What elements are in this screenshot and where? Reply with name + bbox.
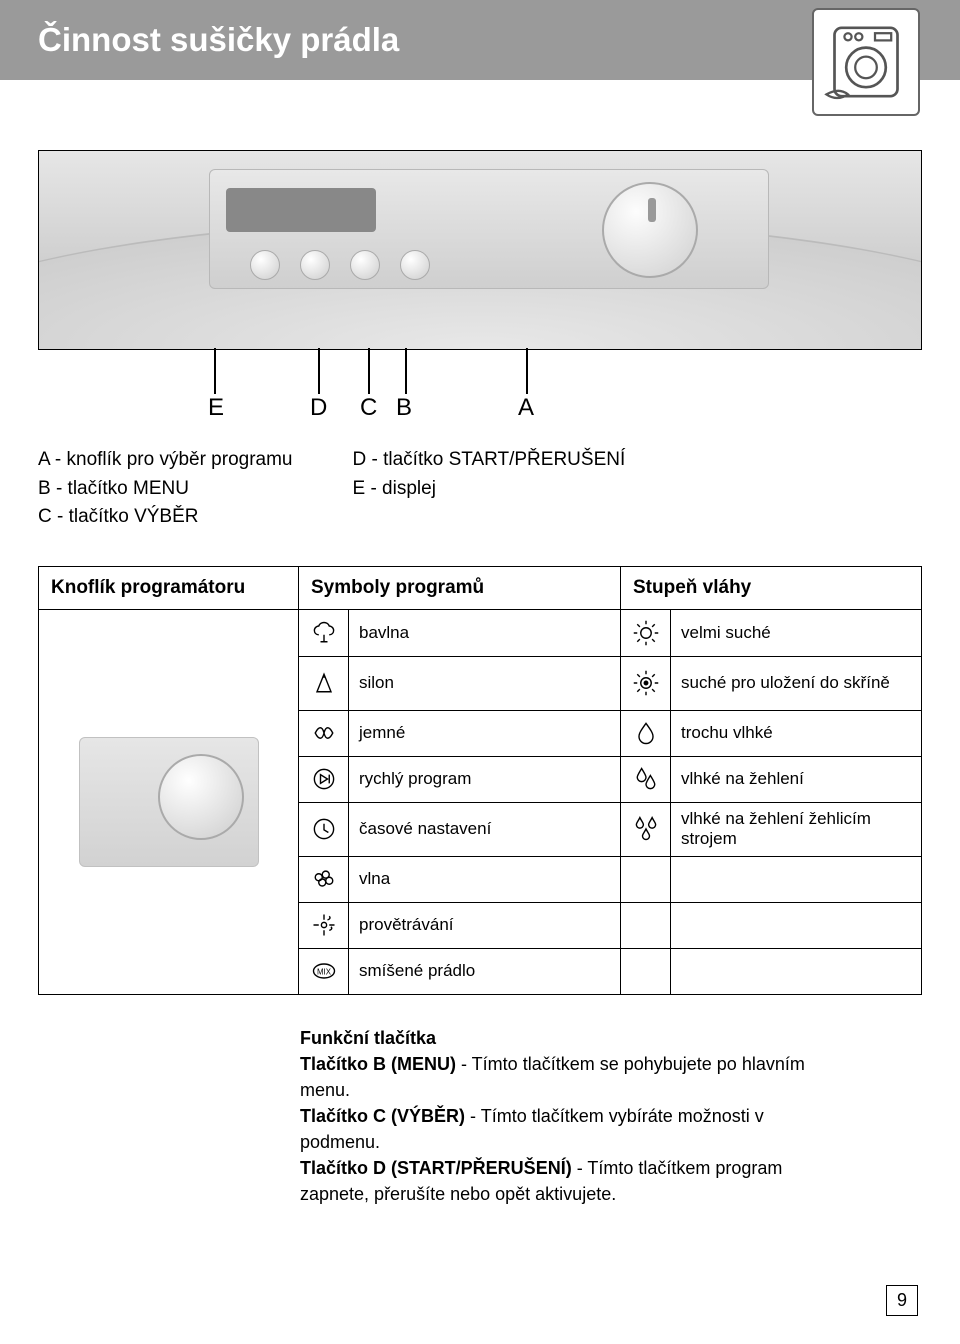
prog-label: časové nastavení — [349, 819, 620, 839]
moist-label: vlhké na žehlení žehlicím strojem — [671, 809, 921, 849]
cupboard-dry-icon — [632, 669, 660, 697]
mix-icon: MIX — [310, 957, 338, 985]
machine-iron-icon — [632, 815, 660, 843]
moist-label: velmi suché — [671, 623, 921, 643]
prog-label: rychlý program — [349, 769, 620, 789]
iron-damp-icon — [632, 765, 660, 793]
callout-B: B — [396, 394, 412, 422]
after-c-bold: Tlačítko C (VÝBĚR) — [300, 1106, 465, 1126]
th-col2: Symboly programů — [299, 567, 621, 609]
prog-label: silon — [349, 673, 620, 693]
after-line-b: Tlačítko B (MENU) - Tímto tlačítkem se p… — [300, 1051, 840, 1103]
legend-col-right: D - tlačítko START/PŘERUŠENÍ E - displej — [353, 446, 626, 532]
moist-label: suché pro uložení do skříně — [671, 673, 921, 693]
program-table: Knoflík programátoru Symboly programů St… — [38, 566, 922, 995]
legend-E: E - displej — [353, 475, 626, 504]
after-b-bold: Tlačítko B (MENU) — [300, 1054, 456, 1074]
dryer-icon-box — [812, 8, 920, 116]
callout-D: D — [310, 394, 327, 422]
th-col1: Knoflík programátoru — [39, 567, 299, 609]
wool-icon — [310, 865, 338, 893]
dial-cell — [39, 610, 299, 994]
callout-A: A — [518, 394, 534, 422]
moist-label: trochu vlhké — [671, 723, 921, 743]
timer-icon — [310, 815, 338, 843]
after-d-bold: Tlačítko D (START/PŘERUŠENÍ) — [300, 1158, 572, 1178]
control-panel-illustration — [38, 150, 922, 350]
button-graphic — [400, 250, 430, 280]
cotton-icon — [310, 619, 338, 647]
svg-text:MIX: MIX — [317, 968, 332, 977]
th-col3: Stupeň vláhy — [621, 567, 921, 609]
button-graphic — [250, 250, 280, 280]
callout-letters: E D C B A — [38, 394, 922, 428]
after-heading: Funkční tlačítka — [300, 1025, 840, 1051]
callout-E: E — [208, 394, 224, 422]
page-number: 9 — [886, 1285, 918, 1316]
prog-label: vlna — [349, 869, 620, 889]
delicate-icon — [310, 719, 338, 747]
legend-col-left: A - knoflík pro výběr programu B - tlačí… — [38, 446, 293, 532]
legend-A: A - knoflík pro výběr programu — [38, 446, 293, 475]
callout-legend: A - knoflík pro výběr programu B - tlačí… — [38, 446, 922, 532]
knob-graphic — [602, 182, 698, 278]
moist-label: vlhké na žehlení — [671, 769, 921, 789]
slight-damp-icon — [632, 719, 660, 747]
prog-label: bavlna — [349, 623, 620, 643]
prog-label: jemné — [349, 723, 620, 743]
mini-dial-graphic — [79, 737, 259, 867]
function-buttons-text: Funkční tlačítka Tlačítko B (MENU) - Tím… — [300, 1025, 840, 1208]
moisture-column: velmi suché suché pro uložení do skříně … — [621, 610, 921, 994]
legend-C: C - tlačítko VÝBĚR — [38, 503, 293, 532]
control-panel-figure: E D C B A — [38, 150, 922, 428]
synthetic-icon — [310, 669, 338, 697]
prog-label: smíšené prádlo — [349, 961, 620, 981]
very-dry-icon — [632, 619, 660, 647]
programs-column: bavlna silon jemné rychlý program časové… — [299, 610, 621, 994]
callout-C: C — [360, 394, 377, 422]
display-graphic — [226, 188, 376, 232]
air-icon — [310, 911, 338, 939]
after-line-c: Tlačítko C (VÝBĚR) - Tímto tlačítkem vyb… — [300, 1103, 840, 1155]
quick-icon — [310, 765, 338, 793]
page-header: Činnost sušičky prádla — [0, 0, 960, 80]
prog-label: provětrávání — [349, 915, 620, 935]
legend-D: D - tlačítko START/PŘERUŠENÍ — [353, 446, 626, 475]
dryer-icon — [821, 17, 911, 107]
table-body: bavlna silon jemné rychlý program časové… — [39, 609, 921, 994]
page-title: Činnost sušičky prádla — [38, 21, 399, 59]
button-graphic — [350, 250, 380, 280]
after-line-d: Tlačítko D (START/PŘERUŠENÍ) - Tímto tla… — [300, 1155, 840, 1207]
table-header: Knoflík programátoru Symboly programů St… — [39, 567, 921, 609]
legend-B: B - tlačítko MENU — [38, 475, 293, 504]
button-graphic — [300, 250, 330, 280]
